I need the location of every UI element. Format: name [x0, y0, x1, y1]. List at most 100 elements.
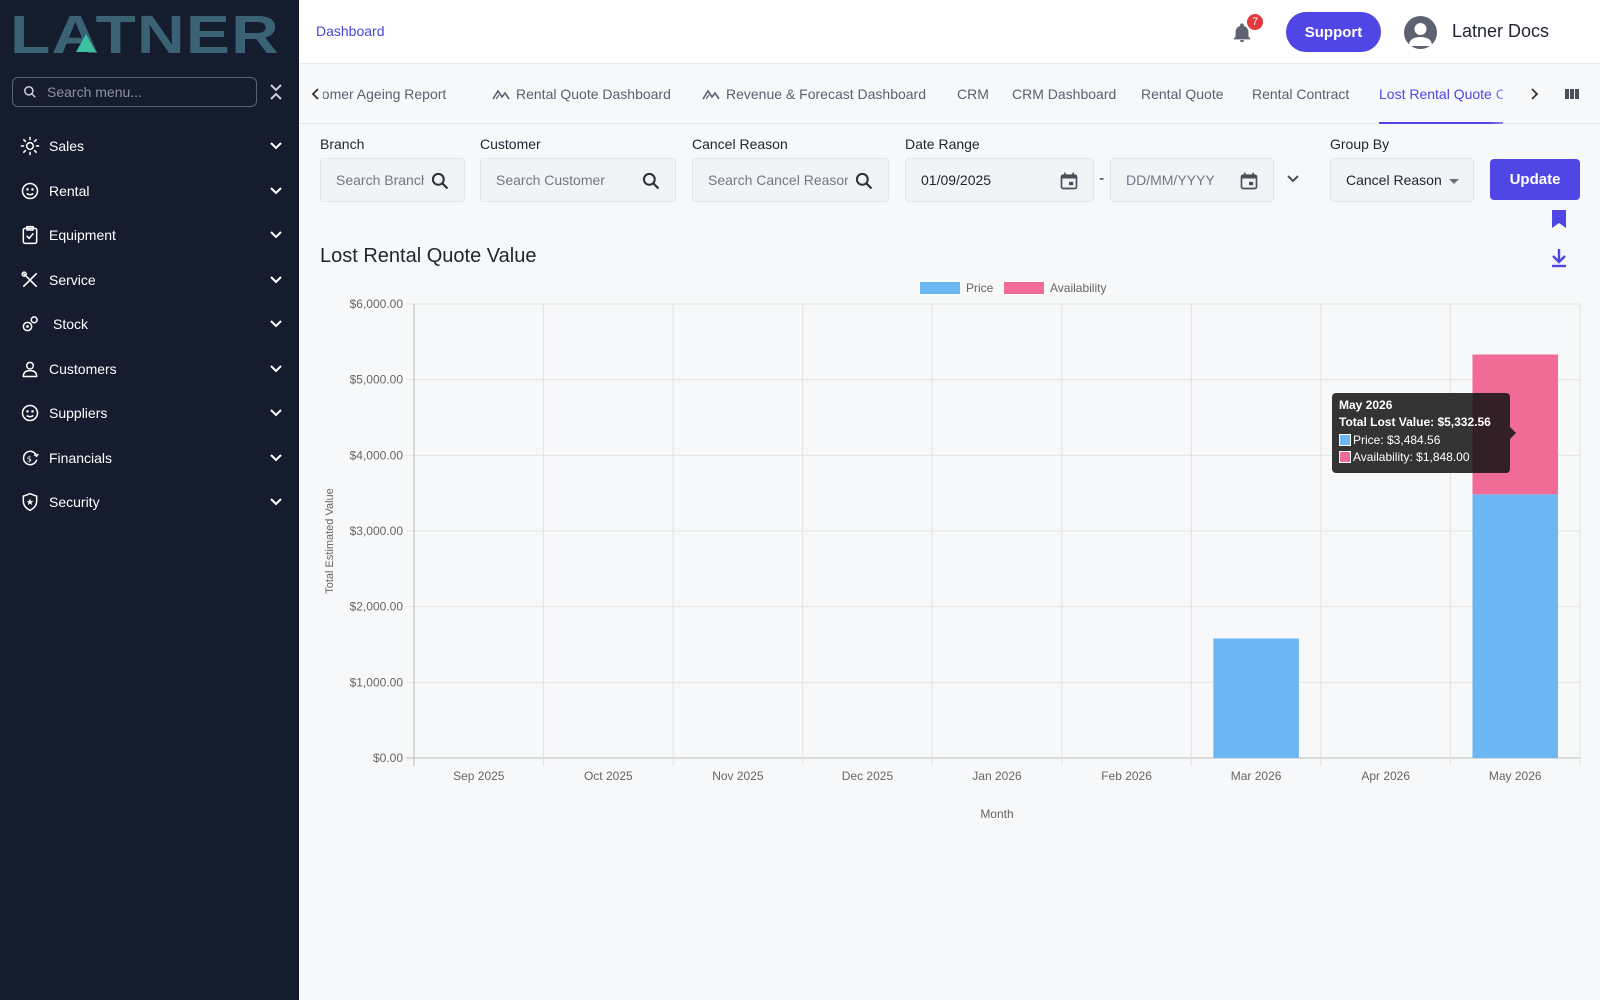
- menu-search-input[interactable]: [47, 84, 237, 100]
- legend-label: Price: [966, 281, 994, 295]
- legend-label: Availability: [1050, 281, 1106, 295]
- rental-icon: [19, 180, 41, 202]
- svg-text:$: $: [27, 453, 32, 463]
- chart-bars: [1213, 354, 1558, 758]
- legend-swatch: [920, 282, 960, 294]
- date-from-input[interactable]: [921, 172, 1051, 188]
- tab-strip: Customer Ageing Report Rental Quote Dash…: [323, 64, 1503, 124]
- x-axis-ticks: Sep 2025 Oct 2025 Nov 2025 Dec 2025 Jan 2026…: [453, 769, 1542, 783]
- group-by-label: Group By: [1330, 136, 1390, 152]
- group-by-select[interactable]: Cancel Reason: [1330, 158, 1474, 202]
- date-separator: -: [1099, 170, 1105, 187]
- tab-scroll-left-icon[interactable]: [307, 84, 323, 104]
- y-tick-label: $2,000.00: [350, 600, 404, 614]
- chevron-down-icon: [270, 498, 282, 506]
- bookmark-icon[interactable]: [1551, 209, 1567, 229]
- search-icon[interactable]: [854, 171, 874, 191]
- customer-field[interactable]: [480, 158, 676, 202]
- sales-icon: [19, 135, 41, 157]
- sidebar-item-suppliers[interactable]: Suppliers: [0, 393, 299, 433]
- stock-icon: [19, 313, 41, 335]
- calendar-icon[interactable]: [1059, 171, 1079, 191]
- tab-scroll-right-icon[interactable]: [1527, 84, 1543, 104]
- tab-revenue-forecast-dashboard[interactable]: Revenue & Forecast Dashboard: [702, 64, 926, 124]
- suppliers-icon: [19, 402, 41, 424]
- mountain-icon: [702, 88, 720, 100]
- latner-logo[interactable]: LATNER: [10, 8, 282, 58]
- tab-rental-quote[interactable]: Rental Quote: [1141, 64, 1224, 124]
- tab-crm[interactable]: CRM: [957, 64, 989, 124]
- tab-bar: Customer Ageing Report Rental Quote Dash…: [299, 64, 1600, 124]
- breadcrumb-dashboard[interactable]: Dashboard: [316, 23, 385, 39]
- tab-label: CRM Dashboard: [1012, 86, 1117, 102]
- collapse-sidebar-icon[interactable]: [266, 82, 286, 102]
- x-tick-label: Nov 2025: [712, 769, 764, 783]
- search-icon: [23, 85, 36, 98]
- branch-field[interactable]: [320, 158, 465, 202]
- chevron-down-icon: [270, 365, 282, 373]
- y-tick-label: $1,000.00: [350, 675, 404, 689]
- branch-input[interactable]: [336, 172, 424, 188]
- cancel-reason-label: Cancel Reason: [692, 136, 788, 152]
- tab-fade: [1489, 64, 1503, 124]
- sidebar-item-label: Rental: [49, 183, 90, 199]
- avatar[interactable]: [1404, 16, 1437, 49]
- calendar-icon[interactable]: [1239, 171, 1259, 191]
- download-icon[interactable]: [1549, 247, 1569, 269]
- update-button[interactable]: Update: [1490, 159, 1580, 200]
- chart-tooltip: May 2026 Total Lost Value: $5,332.56 Pri…: [1332, 393, 1516, 473]
- sidebar-item-stock[interactable]: Stock: [0, 304, 299, 344]
- x-tick-label: Sep 2025: [453, 769, 505, 783]
- cancel-reason-input[interactable]: [708, 172, 848, 188]
- search-icon[interactable]: [430, 171, 450, 191]
- chevron-down-icon: [270, 187, 282, 195]
- search-icon[interactable]: [641, 171, 661, 191]
- sidebar-item-security[interactable]: Security: [0, 482, 299, 522]
- user-name[interactable]: Latner Docs: [1452, 21, 1550, 41]
- sidebar-item-label: Sales: [49, 138, 85, 154]
- tab-lost-rental-quote-chart[interactable]: Lost Rental Quote Chart: [1379, 64, 1503, 124]
- tooltip-pointer: [1510, 427, 1516, 439]
- tab-crm-dashboard[interactable]: CRM Dashboard: [1012, 64, 1116, 124]
- chevron-down-icon: [270, 276, 282, 284]
- legend-swatch: [1004, 282, 1044, 294]
- sidebar-item-equipment[interactable]: Equipment: [0, 215, 299, 255]
- chevron-down-icon[interactable]: [1285, 171, 1301, 187]
- shield-icon: [19, 491, 41, 513]
- sidebar-item-financials[interactable]: $ Financials: [0, 438, 299, 478]
- customer-input[interactable]: [496, 172, 634, 188]
- sidebar-item-service[interactable]: Service: [0, 260, 299, 300]
- tab-label: Customer Ageing Report: [323, 86, 447, 102]
- sidebar-item-label: Security: [49, 494, 100, 510]
- support-button[interactable]: Support: [1286, 12, 1381, 52]
- sidebar-item-label: Service: [49, 272, 96, 288]
- sidebar-item-rental[interactable]: Rental: [0, 171, 299, 211]
- x-tick-label: Feb 2026: [1101, 769, 1152, 783]
- chevron-down-icon: [270, 320, 282, 328]
- tooltip-availability: Availability: $1,848.00: [1353, 450, 1470, 464]
- x-tick-label: Mar 2026: [1231, 769, 1282, 783]
- sidebar: LATNER Sales Rental Equipment Service St…: [0, 0, 299, 1000]
- tab-label: Rental Contract: [1252, 86, 1350, 102]
- date-to-input[interactable]: [1126, 172, 1231, 188]
- lost-rental-quote-chart: $0.00 $1,000.00 $2,000.00 $3,000.00 $4,000.0…: [324, 281, 1581, 820]
- sidebar-item-label: Financials: [49, 450, 113, 466]
- tooltip-total: Total Lost Value: $5,332.56: [1339, 415, 1491, 429]
- svg-text:LATNER: LATNER: [10, 8, 280, 58]
- sidebar-item-sales[interactable]: Sales: [0, 126, 299, 166]
- x-tick-label: May 2026: [1489, 769, 1542, 783]
- sidebar-item-customers[interactable]: Customers: [0, 349, 299, 389]
- tooltip-title: May 2026: [1339, 398, 1393, 412]
- financials-icon: $: [19, 447, 41, 469]
- tab-rental-quote-dashboard[interactable]: Rental Quote Dashboard: [492, 64, 671, 124]
- tab-customer-ageing-report[interactable]: Customer Ageing Report: [323, 64, 446, 124]
- columns-icon[interactable]: [1564, 86, 1580, 102]
- date-to-field[interactable]: [1110, 158, 1274, 202]
- tab-label: Rental Quote Dashboard: [516, 86, 671, 102]
- y-tick-label: $4,000.00: [350, 448, 404, 462]
- menu-search[interactable]: [12, 77, 257, 107]
- cancel-reason-field[interactable]: [692, 158, 889, 202]
- tab-rental-contract[interactable]: Rental Contract: [1252, 64, 1349, 124]
- date-from-field[interactable]: [905, 158, 1094, 202]
- sidebar-item-label: Suppliers: [49, 405, 108, 421]
